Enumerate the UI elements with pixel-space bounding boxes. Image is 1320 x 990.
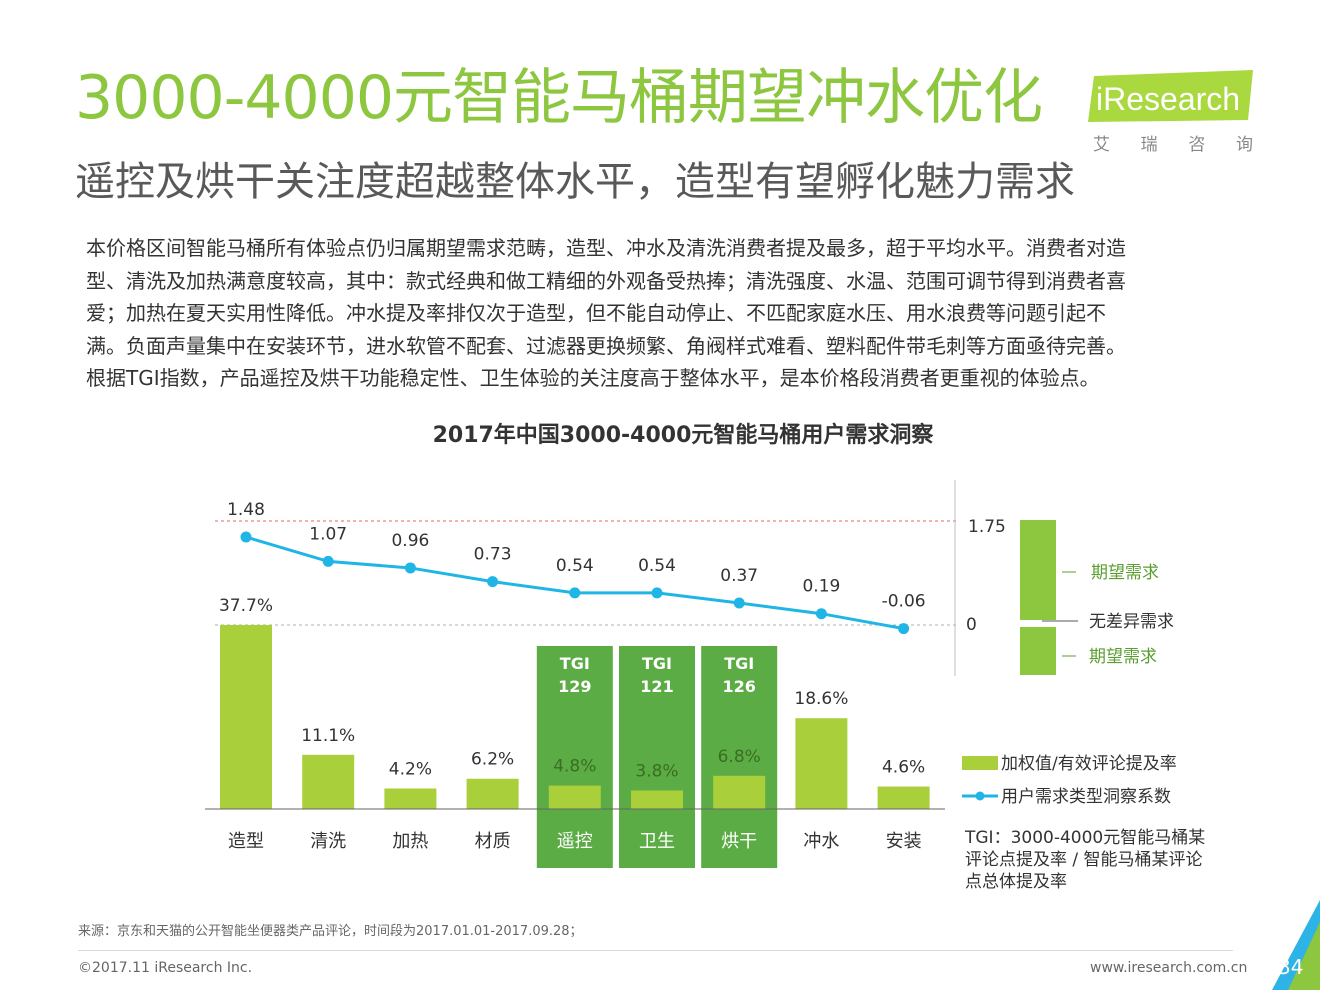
tgi-value: 121 — [640, 677, 673, 696]
bar-value-label: 6.8% — [718, 747, 761, 767]
demand-insight-chart: 2017年中国3000-4000元智能马桶用户需求洞察 TGI 129 TGI 121… — [205, 422, 1205, 892]
bar — [220, 625, 272, 809]
category-label: 加热 — [392, 831, 428, 852]
logo-char: 询 — [1235, 135, 1253, 155]
summary-line: 爱；加热在夏天实用性降低。冲水提及率排仅次于造型，但不能自动停止、不匹配家庭水压… — [86, 301, 1106, 325]
tgi-value: 129 — [558, 677, 591, 696]
bar — [713, 775, 766, 809]
bar — [631, 790, 683, 809]
logo-text: iResearch — [1096, 81, 1240, 117]
bar-value-label: 3.8% — [635, 761, 678, 781]
category-label: 冲水 — [803, 831, 839, 852]
coefficient-point — [404, 562, 416, 574]
page-title: 3000-4000元智能马桶期望冲水优化 — [75, 63, 1043, 133]
logo-char: 咨 — [1188, 135, 1206, 155]
summary-line: 根据TGI指数，产品遥控及烘干功能稳定性、卫生体验的关注度高于整体水平，是本价格… — [86, 366, 1100, 390]
summary-line: 满。负面声量集中在安装环节，进水软管不配套、过滤器更换频繁、角阀样式难看、塑料配… — [86, 333, 1126, 358]
iresearch-logo: iResearch — [1088, 70, 1253, 122]
page-subtitle: 遥控及烘干关注度超越整体水平，造型有望孵化魅力需求 — [75, 159, 1075, 205]
side-bar-upper — [1020, 520, 1056, 620]
side-label-mid: 无差异需求 — [1089, 612, 1174, 632]
summary-line: 本价格区间智能马桶所有体验点仍归属期望需求范畴，造型、冲水及清洗消费者提及最多，… — [86, 236, 1126, 260]
side-tick-top: 1.75 — [968, 517, 1006, 537]
logo-char: 瑞 — [1140, 135, 1158, 155]
side-bar-lower — [1020, 627, 1056, 675]
tgi-note-line: 点总体提及率 — [965, 872, 1067, 892]
coefficient-point — [569, 587, 581, 599]
tgi-value: 126 — [722, 677, 755, 696]
tgi-highlight-column — [619, 646, 695, 868]
tgi-label: TGI — [642, 654, 672, 673]
page-corner-decoration — [1272, 900, 1320, 990]
tgi-highlight-column — [701, 646, 778, 868]
legend-swatch-point — [975, 791, 985, 801]
coefficient-point — [815, 608, 827, 620]
bar — [877, 786, 930, 809]
page-number: 34 — [1278, 955, 1304, 979]
legend-swatch-bar — [962, 756, 998, 770]
category-label: 造型 — [228, 831, 264, 852]
legend-label-line: 用户需求类型洞察系数 — [1001, 787, 1171, 807]
chart-title: 2017年中国3000-4000元智能马桶用户需求洞察 — [433, 422, 935, 448]
coefficient-label: 0.37 — [720, 566, 758, 586]
logo-char: 艾 — [1093, 135, 1110, 155]
bar — [548, 785, 601, 809]
summary-line: 型、清洗及加热满意度较高，其中：款式经典和做工精细的外观备受热捧；清洗强度、水温… — [86, 268, 1126, 293]
bar — [466, 778, 519, 809]
category-label: 材质 — [475, 831, 511, 852]
source-note: 来源：京东和天猫的公开智能坐便器类产品评论，时间段为2017.01.01-201… — [78, 924, 583, 939]
bar — [302, 754, 355, 809]
website-link: www.iresearch.com.cn — [1090, 960, 1248, 976]
coefficient-point — [487, 576, 499, 588]
tgi-note-line: TGI：3000-4000元智能马桶某 — [964, 828, 1205, 848]
coefficient-point — [651, 587, 663, 599]
coefficient-label: -0.06 — [882, 592, 926, 612]
coefficient-label: 1.48 — [227, 500, 265, 520]
coefficient-point — [898, 623, 910, 635]
coefficient-label: 0.73 — [474, 545, 512, 565]
footer-divider — [78, 950, 1233, 951]
coefficient-label: 0.54 — [556, 556, 594, 576]
bar-value-label: 37.7% — [219, 596, 273, 616]
tgi-note-line: 评论点提及率 / 智能马桶某评论 — [965, 850, 1203, 870]
bar-value-label: 18.6% — [794, 689, 848, 709]
tgi-label: TGI — [560, 654, 590, 673]
bar-value-label: 6.2% — [471, 750, 514, 770]
bar-value-label: 11.1% — [301, 726, 355, 746]
bar — [795, 718, 848, 809]
coefficient-point — [240, 531, 252, 543]
category-label: 烘干 — [721, 831, 757, 852]
tgi-label: TGI — [724, 654, 754, 673]
coefficient-point — [733, 597, 745, 609]
category-label: 遥控 — [557, 831, 593, 852]
bar-value-label: 4.6% — [882, 758, 925, 778]
side-label-bottom: 期望需求 — [1089, 647, 1157, 667]
category-label: 清洗 — [310, 831, 346, 852]
coefficient-label: 1.07 — [309, 524, 347, 544]
bar — [384, 788, 437, 809]
category-label: 安装 — [886, 831, 922, 852]
bar-value-label: 4.2% — [389, 760, 432, 780]
coefficient-label: 0.54 — [638, 556, 676, 576]
bar-value-label: 4.8% — [553, 757, 596, 777]
legend-label-bar: 加权值/有效评论提及率 — [1001, 754, 1177, 774]
tgi-highlight-column — [536, 646, 613, 868]
side-tick-zero: 0 — [966, 615, 977, 635]
copyright: ©2017.11 iResearch Inc. — [78, 960, 253, 976]
side-label-top: 期望需求 — [1091, 563, 1159, 583]
coefficient-label: 0.19 — [802, 577, 840, 597]
category-label: 卫生 — [639, 831, 675, 852]
coefficient-label: 0.96 — [391, 531, 429, 551]
coefficient-point — [322, 555, 334, 567]
logo-chinese: 艾 瑞 咨 询 — [1093, 130, 1253, 155]
summary-paragraph: 本价格区间智能马桶所有体验点仍归属期望需求范畴，造型、冲水及清洗消费者提及最多，… — [86, 232, 1236, 395]
